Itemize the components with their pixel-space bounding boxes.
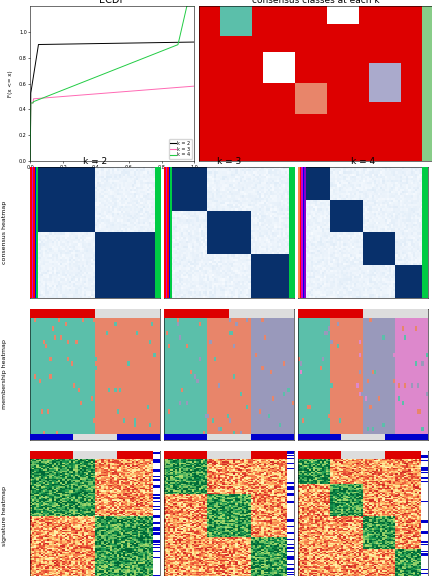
Text: consensus heatmap: consensus heatmap: [2, 200, 7, 264]
Text: membership heatmap: membership heatmap: [2, 339, 7, 410]
Y-axis label: F(x <= x): F(x <= x): [9, 70, 13, 97]
Title: k = 3: k = 3: [217, 157, 241, 166]
Title: ECDF: ECDF: [99, 0, 125, 5]
X-axis label: consensus k value [k]: consensus k value [k]: [82, 175, 143, 180]
Title: consensus classes at each k: consensus classes at each k: [251, 0, 379, 5]
Legend: k = 2, k = 3, k = 4: k = 2, k = 3, k = 4: [168, 139, 192, 159]
Title: k = 4: k = 4: [351, 157, 375, 166]
Text: signature heatmap: signature heatmap: [2, 487, 7, 547]
Title: k = 2: k = 2: [83, 157, 107, 166]
